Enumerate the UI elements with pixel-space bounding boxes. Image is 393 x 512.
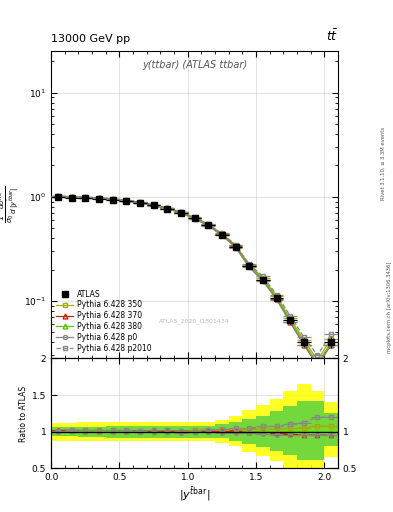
Text: Rivet 3.1.10, ≥ 3.3M events: Rivet 3.1.10, ≥ 3.3M events bbox=[381, 127, 386, 201]
Text: ATLAS_2020_I1801434: ATLAS_2020_I1801434 bbox=[159, 318, 230, 325]
Legend: ATLAS, Pythia 6.428 350, Pythia 6.428 370, Pythia 6.428 380, Pythia 6.428 p0, Py: ATLAS, Pythia 6.428 350, Pythia 6.428 37… bbox=[55, 288, 153, 355]
X-axis label: $|y^{\bar{t}\mathrm{bar}}|$: $|y^{\bar{t}\mathrm{bar}}|$ bbox=[179, 485, 210, 503]
Text: mcplots.cern.ch [arXiv:1306.3436]: mcplots.cern.ch [arXiv:1306.3436] bbox=[387, 262, 391, 353]
Text: $t\bar{t}$: $t\bar{t}$ bbox=[326, 28, 338, 44]
Y-axis label: Ratio to ATLAS: Ratio to ATLAS bbox=[19, 386, 28, 441]
Text: 13000 GeV pp: 13000 GeV pp bbox=[51, 33, 130, 44]
Y-axis label: $\frac{1}{\sigma_0}\frac{d\sigma^{no}}{d\,|y^{\bar{t}bar}|}$: $\frac{1}{\sigma_0}\frac{d\sigma^{no}}{d… bbox=[0, 186, 21, 223]
Text: y(ttbar) (ATLAS ttbar): y(ttbar) (ATLAS ttbar) bbox=[142, 60, 247, 71]
